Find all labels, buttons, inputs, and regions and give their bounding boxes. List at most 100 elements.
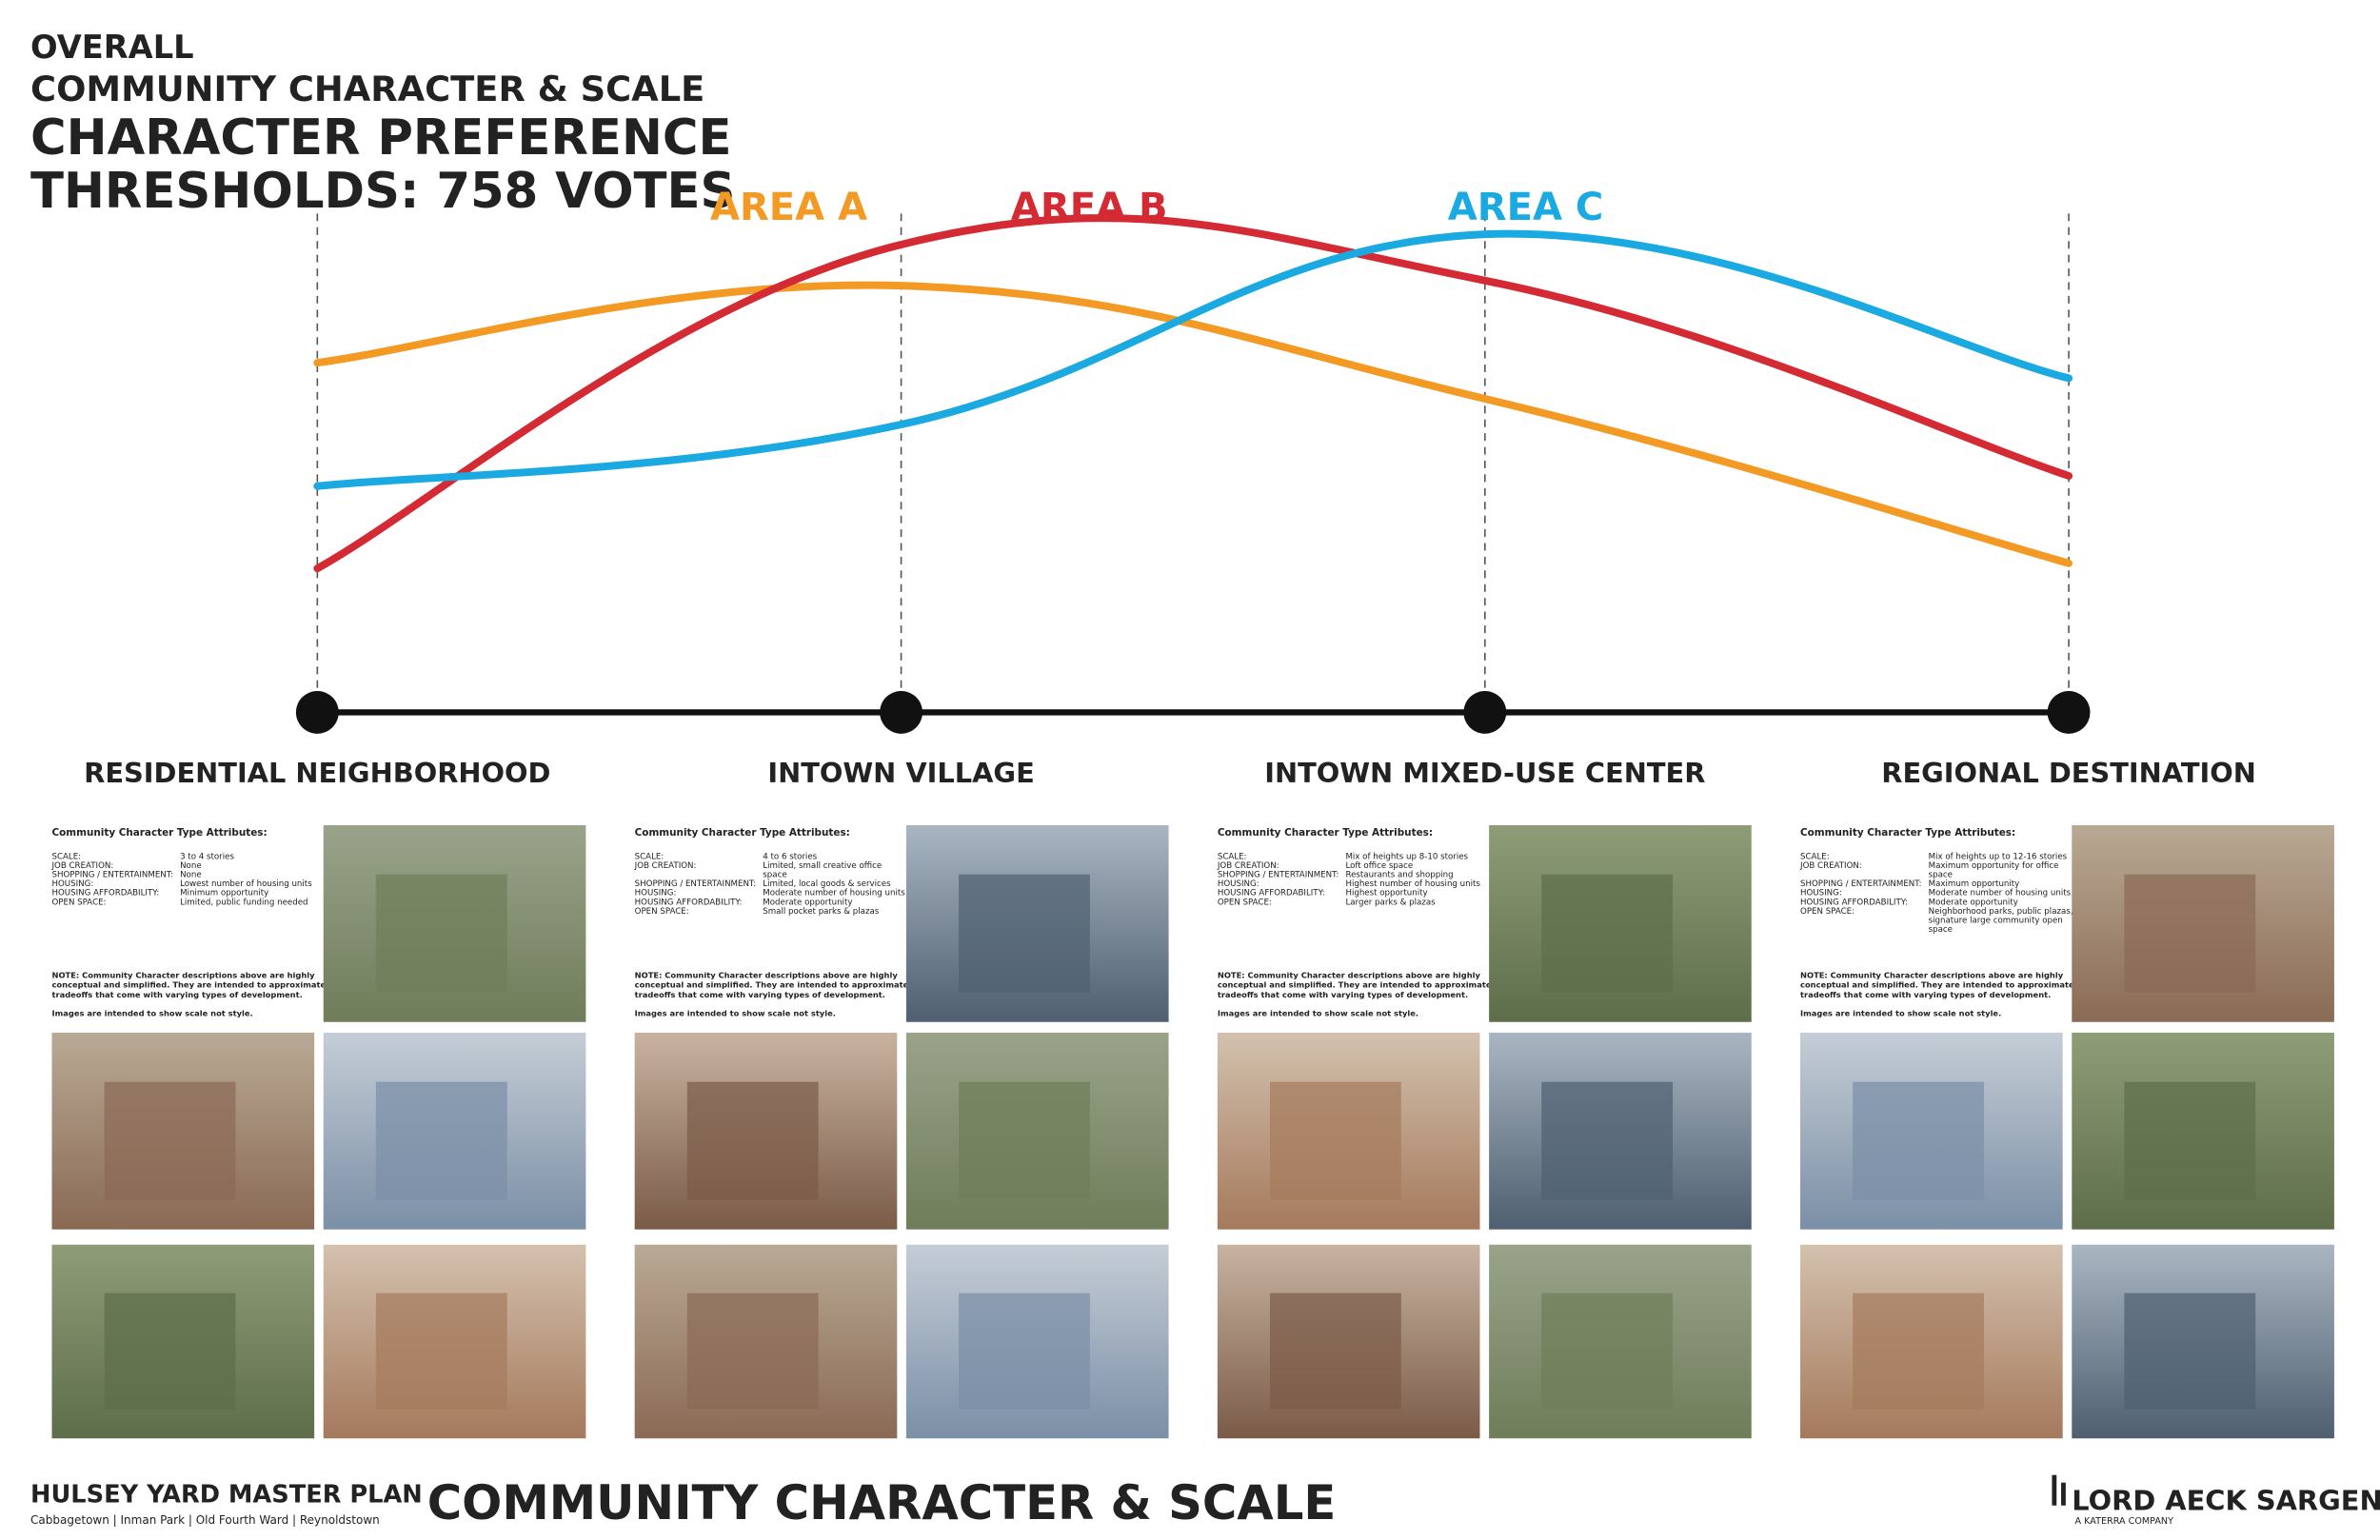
attribute-label: HOUSING: xyxy=(51,879,93,889)
photo-building xyxy=(959,1081,1090,1200)
panel-text: Lowest number of housing units xyxy=(180,879,312,889)
attribute-label: HOUSING: xyxy=(1800,889,1842,898)
legend-label: AREA C xyxy=(1448,186,1604,229)
photo-building xyxy=(686,1081,819,1200)
attribute-label: HOUSING AFFORDABILITY: xyxy=(1800,898,1908,907)
photo-building xyxy=(104,1081,236,1200)
photo-building xyxy=(1269,1081,1401,1200)
photo-building xyxy=(2124,874,2256,993)
photo-building xyxy=(2124,1293,2256,1410)
timeline-dot xyxy=(1463,690,1507,734)
panel-text: Highest opportunity xyxy=(1345,889,1427,898)
header-title: CHARACTER PREFERENCE xyxy=(30,109,731,167)
images-note: Images are intended to show scale not st… xyxy=(635,1008,836,1017)
attribute-label: SCALE: xyxy=(1800,852,1830,861)
header-line: OVERALL xyxy=(30,29,194,66)
panel-text: Mix of heights up 8-10 stories xyxy=(1345,852,1468,861)
attribute-label: HOUSING AFFORDABILITY: xyxy=(51,889,159,898)
header-title: THRESHOLDS: 758 VOTES xyxy=(30,163,735,220)
panel-text: Limited, small creative office space xyxy=(763,861,882,880)
attribute-label: JOB CREATION: xyxy=(1799,861,1862,871)
legend-label: AREA A xyxy=(710,186,867,229)
photo-building xyxy=(1853,1293,1984,1410)
panel-text: Maximum opportunity for office space xyxy=(1929,861,2059,880)
series-line xyxy=(313,229,2073,490)
panel-text: Limited, public funding needed xyxy=(180,898,307,907)
images-note: Images are intended to show scale not st… xyxy=(1800,1008,2001,1017)
photo-building xyxy=(375,874,507,993)
photo-building xyxy=(104,1293,236,1410)
series-line xyxy=(313,281,2073,567)
panel-text: NOTE: Community Character descriptions a… xyxy=(635,970,909,999)
category-label: INTOWN VILLAGE xyxy=(767,757,1034,789)
attribute-label: HOUSING AFFORDABILITY: xyxy=(1218,889,1325,898)
panel-text: NOTE: Community Character descriptions a… xyxy=(1218,970,1492,999)
attribute-label: JOB CREATION: xyxy=(634,861,697,871)
logo-mark xyxy=(2061,1482,2066,1506)
attribute-label: SHOPPING / ENTERTAINMENT: xyxy=(1800,879,1922,889)
header-line: COMMUNITY CHARACTER & SCALE xyxy=(30,69,704,109)
panel-text: Limited, local goods & services xyxy=(763,879,891,889)
attribute-label: OPEN SPACE: xyxy=(51,898,106,907)
panel-text: Highest number of housing units xyxy=(1345,879,1480,889)
photo-building xyxy=(959,874,1090,993)
panel-text: Neighborhood parks, public plazas, signat… xyxy=(1929,907,2073,935)
timeline-dot xyxy=(880,690,923,734)
panel-text: Minimum opportunity xyxy=(180,889,268,898)
firm-sub: A KATERRA COMPANY xyxy=(2074,1516,2173,1527)
panel-text: NOTE: Community Character descriptions a… xyxy=(1800,970,2074,999)
attribute-label: SCALE: xyxy=(51,852,81,861)
panel-text: Moderate opportunity xyxy=(763,898,852,907)
category-label: RESIDENTIAL NEIGHBORHOOD xyxy=(84,757,550,789)
photo-building xyxy=(375,1081,507,1200)
panel-text: 3 to 4 stories xyxy=(180,852,234,861)
photo-building xyxy=(1541,1293,1674,1410)
images-note: Images are intended to show scale not st… xyxy=(51,1008,252,1017)
photo-building xyxy=(1853,1081,1984,1200)
panel-text: Moderate opportunity xyxy=(1929,898,2018,907)
photo-building xyxy=(375,1293,507,1410)
panel-heading: Community Character Type Attributes: xyxy=(1218,827,1433,839)
attribute-label: SCALE: xyxy=(635,852,664,861)
attribute-label: SHOPPING / ENTERTAINMENT: xyxy=(635,879,757,889)
timeline-dot xyxy=(2047,690,2091,734)
attribute-label: OPEN SPACE: xyxy=(1800,907,1854,917)
panel-heading: Community Character Type Attributes: xyxy=(1800,827,2015,839)
panel-text: Small pocket parks & plazas xyxy=(763,907,879,917)
panel-text: Mix of heights up to 12-16 stories xyxy=(1929,852,2068,861)
panel-heading: Community Character Type Attributes: xyxy=(51,827,267,839)
attribute-label: SHOPPING / ENTERTAINMENT: xyxy=(1218,871,1339,880)
panel-text: Moderate number of housing units xyxy=(1929,889,2072,898)
attribute-label: JOB CREATION: xyxy=(1217,861,1279,871)
photo-building xyxy=(1541,1081,1674,1200)
panel-text: Loft office space xyxy=(1345,861,1413,871)
images-note: Images are intended to show scale not st… xyxy=(1218,1008,1418,1017)
footer-title: COMMUNITY CHARACTER & SCALE xyxy=(427,1475,1337,1530)
attribute-label: SHOPPING / ENTERTAINMENT: xyxy=(51,871,173,880)
timeline-dot xyxy=(295,690,339,734)
attribute-label: HOUSING: xyxy=(1218,879,1259,889)
category-label: REGIONAL DESTINATION xyxy=(1881,757,2256,789)
panel-text: Maximum opportunity xyxy=(1929,879,2020,889)
project-name: HULSEY YARD MASTER PLAN xyxy=(30,1481,423,1510)
panel-text: None xyxy=(180,861,202,871)
logo-mark xyxy=(2052,1474,2057,1506)
attribute-label: JOB CREATION: xyxy=(50,861,113,871)
series-line xyxy=(313,214,2073,573)
attribute-label: OPEN SPACE: xyxy=(635,907,689,917)
panel-text: 4 to 6 stories xyxy=(763,852,817,861)
attribute-label: HOUSING AFFORDABILITY: xyxy=(635,898,743,907)
photo-building xyxy=(1541,874,1674,993)
neighborhoods: Cabbagetown | Inman Park | Old Fourth Wa… xyxy=(30,1513,380,1527)
firm-name: LORD AECK SARGENT xyxy=(2072,1485,2380,1517)
attribute-label: OPEN SPACE: xyxy=(1218,898,1272,907)
attribute-label: HOUSING: xyxy=(635,889,677,898)
panel-text: NOTE: Community Character descriptions a… xyxy=(51,970,326,999)
attribute-label: SCALE: xyxy=(1218,852,1247,861)
panel-heading: Community Character Type Attributes: xyxy=(635,827,850,839)
panel-text: Moderate number of housing units xyxy=(763,889,905,898)
photo-building xyxy=(686,1293,819,1410)
category-label: INTOWN MIXED-USE CENTER xyxy=(1264,757,1705,789)
